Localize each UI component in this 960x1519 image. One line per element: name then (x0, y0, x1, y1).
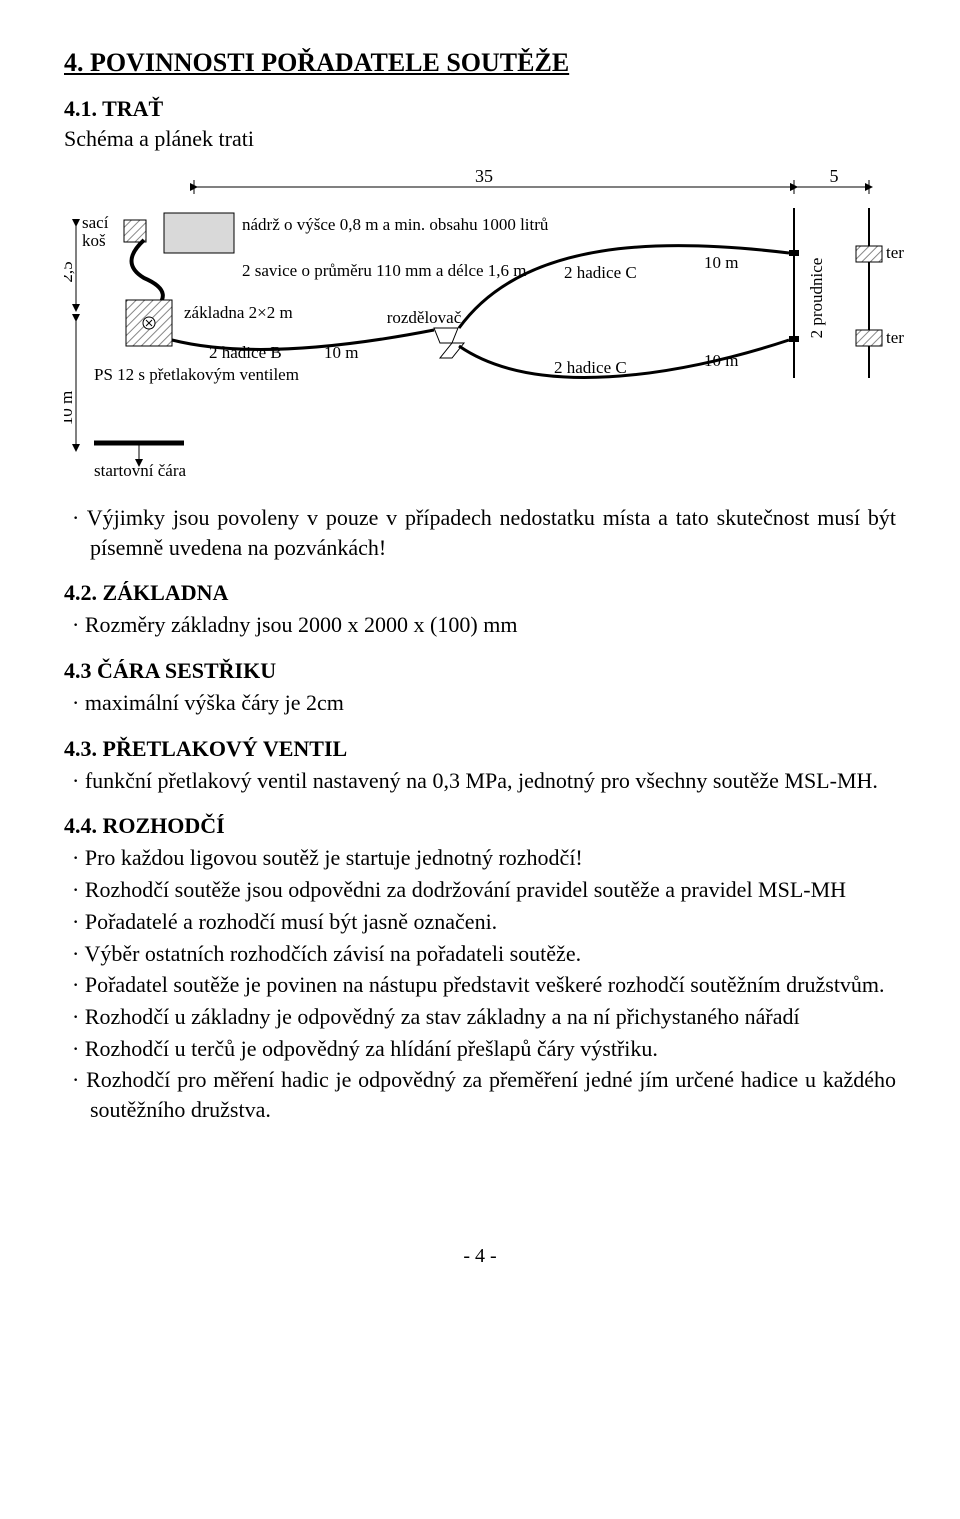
list-item: Výběr ostatních rozhodčích závisí na poř… (64, 939, 896, 969)
sec43a-list: maximální výška čáry je 2cm (64, 688, 896, 718)
sec42-heading: 4.2. ZÁKLADNA (64, 580, 896, 606)
sec43b-heading: 4.3. PŘETLAKOVÝ VENTIL (64, 736, 896, 762)
zakladna: základna 2×2 m (184, 303, 293, 322)
dim-35: 35 (475, 168, 493, 186)
sec43b-list: funkční přetlakový ventil nastavený na 0… (64, 766, 896, 796)
page-footer: - 4 - (64, 1245, 896, 1268)
hadiceC1: 2 hadice C (564, 263, 637, 282)
list-item: Rozměry základny jsou 2000 x 2000 x (100… (64, 610, 896, 640)
page-title: 4. POVINNOSTI POŘADATELE SOUTĚŽE (64, 48, 896, 78)
list-item: maximální výška čáry je 2cm (64, 688, 896, 718)
tank: nádrž o výšce 0,8 m a min. obsahu 1000 l… (242, 215, 549, 234)
sec41-heading: 4.1. TRAŤ (64, 96, 896, 122)
terc1: terč (886, 243, 904, 262)
sec44-list: Pro každou ligovou soutěž je startuje je… (64, 843, 896, 1124)
savice: 2 savice o průměru 110 mm a délce 1,6 m (242, 261, 527, 280)
sec41-sub: Schéma a plánek trati (64, 126, 896, 152)
list-item: Rozhodčí u základny je odpovědný za stav… (64, 1002, 896, 1032)
dim25: 2,5 (64, 261, 76, 282)
sec41-list: Výjimky jsou povoleny v pouze v případec… (64, 503, 896, 562)
dim-5: 5 (830, 168, 839, 186)
track-diagram: 35 5 terč terč 2 proudnice sací koš nádr… (64, 168, 896, 483)
list-item: Pořadatelé a rozhodčí musí být jasně ozn… (64, 907, 896, 937)
dim10: 10 m (64, 391, 76, 425)
list-item: Pořadatel soutěže je povinen na nástupu … (64, 970, 896, 1000)
list-item: Rozhodčí soutěže jsou odpovědni za dodrž… (64, 875, 896, 905)
rozdelovac: rozdělovač (387, 308, 462, 327)
proudnice: 2 proudnice (807, 258, 826, 339)
terc2: terč (886, 328, 904, 347)
kos: koš (82, 231, 106, 250)
hadiceB: 2 hadice B (209, 343, 282, 362)
tenC1: 10 m (704, 253, 738, 272)
tenB: 10 m (324, 343, 358, 362)
ps: PS 12 s přetlakovým ventilem (94, 365, 299, 384)
sec42-list: Rozměry základny jsou 2000 x 2000 x (100… (64, 610, 896, 640)
list-item: Pro každou ligovou soutěž je startuje je… (64, 843, 896, 873)
list-item: Rozhodčí pro měření hadic je odpovědný z… (64, 1065, 896, 1124)
sec44-heading: 4.4. ROZHODČÍ (64, 813, 896, 839)
saci: sací (82, 213, 109, 232)
sec43a-heading: 4.3 ČÁRA SESTŘIKU (64, 658, 896, 684)
tenC2: 10 m (704, 351, 738, 370)
list-item: funkční přetlakový ventil nastavený na 0… (64, 766, 896, 796)
startline: startovní čára (94, 461, 186, 478)
hadiceC2: 2 hadice C (554, 358, 627, 377)
list-item: Výjimky jsou povoleny v pouze v případec… (64, 503, 896, 562)
list-item: Rozhodčí u terčů je odpovědný za hlídání… (64, 1034, 896, 1064)
